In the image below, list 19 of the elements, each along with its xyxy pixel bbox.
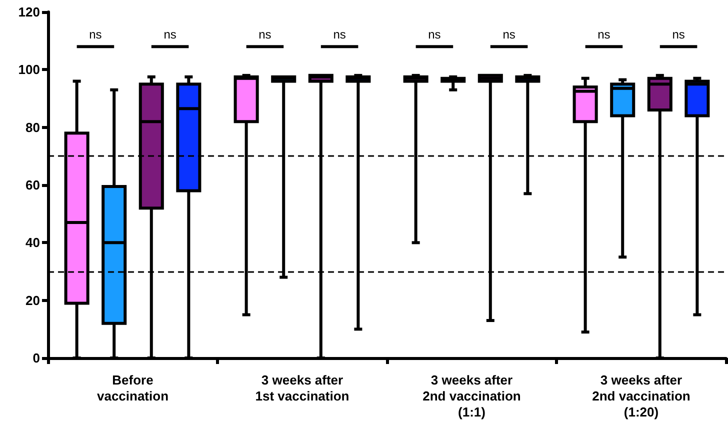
y-tick-label: 20 [26,292,40,308]
annotation: ns [89,28,102,42]
annotation: ns [598,28,610,42]
x-tick-label: 3 weeks after 2nd vaccination (1:20) [592,372,690,420]
x-tick-label: 3 weeks after 1st vaccination [255,372,350,404]
y-tick-label: 0 [32,350,40,366]
annotation: ns [164,28,176,42]
y-tick-label: 100 [18,62,40,78]
y-tick-label: 40 [26,235,40,250]
annotation: ns [258,28,272,42]
annotation: ns [502,28,516,42]
annotation: ns [428,28,441,42]
annotation: ns [672,28,685,42]
y-tick-label: 80 [26,120,40,135]
x-tick-label: 3 weeks after 2nd vaccination (1:1) [422,372,521,420]
annotation: ns [333,28,346,42]
x-tick-label: Before vaccination [96,372,169,404]
y-tick-label: 120 [18,4,40,20]
y-tick-label: 60 [26,178,40,192]
